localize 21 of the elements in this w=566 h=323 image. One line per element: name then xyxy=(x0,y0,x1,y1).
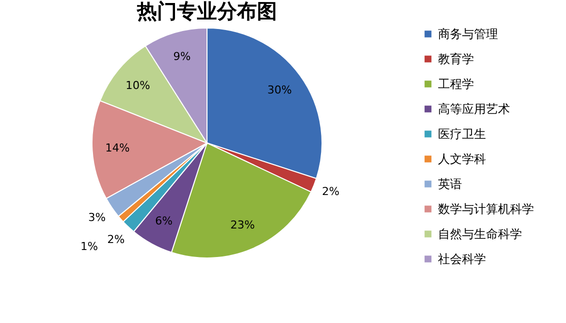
chart-title: 热门专业分布图 xyxy=(136,0,277,23)
legend-label: 人文学科 xyxy=(438,152,486,166)
data-label: 3% xyxy=(88,210,106,224)
legend-label: 数学与计算机科学 xyxy=(438,202,534,216)
legend-label: 工程学 xyxy=(438,77,474,91)
legend-label: 商务与管理 xyxy=(438,27,498,41)
data-label: 9% xyxy=(173,50,191,63)
legend-label: 英语 xyxy=(438,177,462,191)
legend-label: 社会科学 xyxy=(438,252,486,266)
data-label: 2% xyxy=(322,184,340,198)
data-label: 6% xyxy=(155,214,173,228)
legend-label: 自然与生命科学 xyxy=(438,227,522,241)
data-label: 23% xyxy=(230,218,255,232)
data-label: 30% xyxy=(267,83,292,96)
legend-label: 高等应用艺术 xyxy=(438,102,510,116)
data-label: 10% xyxy=(126,78,150,92)
data-label: 14% xyxy=(105,142,130,155)
data-label: 1% xyxy=(80,240,98,253)
legend-label: 医疗卫生 xyxy=(438,127,486,141)
data-label: 2% xyxy=(107,232,125,246)
legend-label: 教育学 xyxy=(438,52,474,66)
